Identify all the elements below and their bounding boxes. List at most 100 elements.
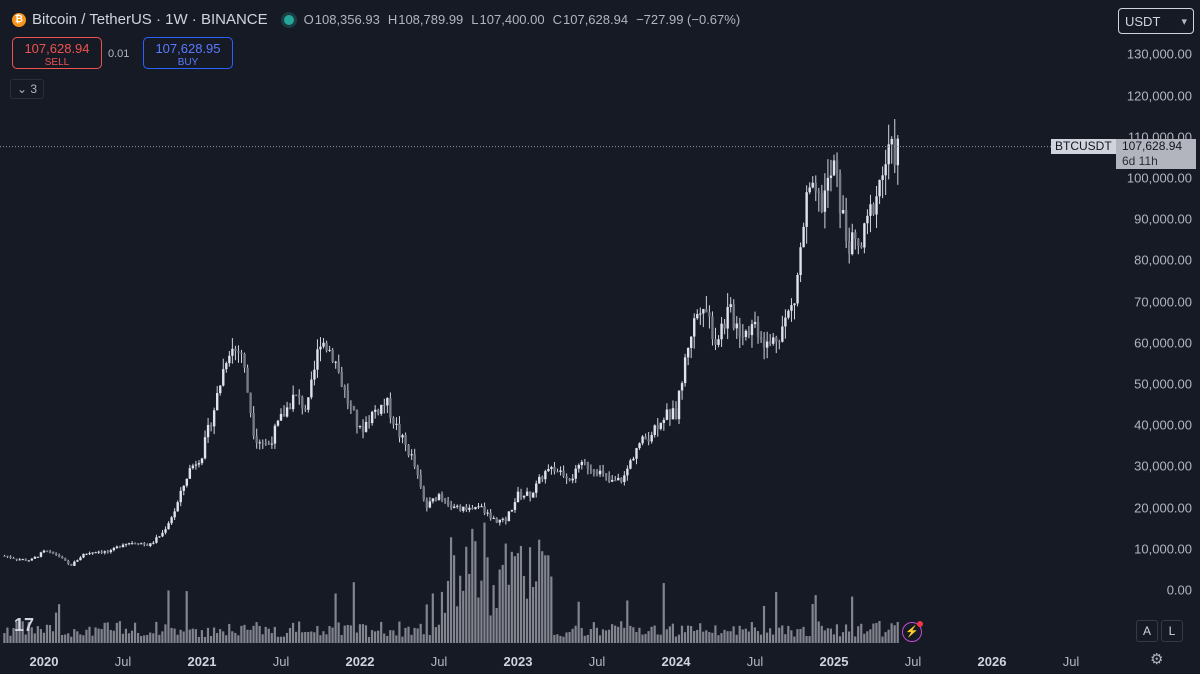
candle-body bbox=[279, 413, 283, 421]
candle-body bbox=[422, 486, 426, 500]
candle-body bbox=[206, 424, 210, 438]
volume-bar bbox=[115, 622, 118, 643]
volume-bar bbox=[301, 632, 304, 643]
candle-body bbox=[12, 557, 15, 559]
candle-body bbox=[887, 144, 890, 165]
volume-bar bbox=[212, 627, 216, 643]
volume-bar bbox=[851, 596, 854, 643]
candle-body bbox=[115, 546, 119, 549]
candle-body bbox=[188, 468, 192, 479]
candle-body bbox=[492, 518, 495, 520]
sell-button[interactable]: 107,628.94 SELL bbox=[12, 37, 102, 69]
candle-body bbox=[784, 317, 787, 327]
candle-body bbox=[617, 477, 620, 481]
candle-body bbox=[70, 563, 73, 566]
candle-body bbox=[401, 435, 404, 438]
currency-select[interactable]: USDT bbox=[1118, 8, 1194, 35]
volume-bar bbox=[790, 630, 793, 643]
candle-body bbox=[103, 551, 106, 553]
candle-body bbox=[197, 463, 201, 465]
candle-body bbox=[875, 196, 878, 215]
volume-bar bbox=[559, 635, 562, 643]
candle-body bbox=[465, 506, 468, 510]
candle-body bbox=[304, 408, 307, 410]
auto-scale-button[interactable]: A bbox=[1136, 620, 1158, 642]
candle-body bbox=[100, 551, 103, 553]
candle-body bbox=[644, 436, 647, 440]
volume-bar bbox=[492, 585, 495, 643]
candle-body bbox=[626, 468, 629, 476]
time-axis[interactable]: 2020 Jul 2021 Jul 2022 Jul 2023 Jul 2024 Jul 2025 J… bbox=[0, 644, 1110, 674]
volume-bar bbox=[808, 636, 811, 643]
buy-button[interactable]: 107,628.95 BUY bbox=[143, 37, 233, 69]
candle-body bbox=[708, 312, 711, 317]
volume-bar bbox=[607, 629, 611, 643]
volume-bar bbox=[264, 626, 267, 643]
symbol-title[interactable]: Bitcoin / TetherUS · 1W · BINANCE bbox=[32, 11, 268, 28]
volume-bar bbox=[474, 541, 477, 643]
candle-body bbox=[577, 465, 580, 469]
settings-icon[interactable]: ⚙ bbox=[1150, 651, 1164, 668]
candle-body bbox=[176, 502, 179, 512]
volume-bar bbox=[343, 625, 346, 643]
candle-body bbox=[258, 442, 261, 444]
indicators-collapse-button[interactable]: ⌄ 3 bbox=[10, 79, 44, 99]
candle-body bbox=[665, 409, 669, 420]
candle-body bbox=[741, 336, 745, 338]
price-axis[interactable]: 130,000.00 120,000.00 110,000.00 100,000.00… bbox=[1110, 44, 1200, 644]
tradingview-logo[interactable]: 17 bbox=[14, 615, 35, 635]
volume-bar bbox=[127, 633, 131, 643]
candle-body bbox=[841, 210, 845, 214]
candle-body bbox=[352, 405, 356, 410]
volume-bar bbox=[726, 631, 729, 643]
last-price: 107,628.94 bbox=[1122, 139, 1183, 153]
volume-bar bbox=[525, 598, 529, 643]
volume-bar bbox=[513, 556, 516, 643]
candle-body bbox=[61, 556, 64, 559]
log-scale-button[interactable]: L bbox=[1161, 620, 1183, 642]
volume-bar bbox=[835, 624, 839, 643]
ohlc-open: 108,356.93 bbox=[314, 12, 380, 27]
volume-bar bbox=[143, 635, 146, 643]
volume-bar bbox=[386, 635, 389, 643]
candle-body bbox=[677, 390, 681, 420]
price-tick-label: 70,000.00 bbox=[1134, 294, 1192, 310]
candle-body bbox=[744, 330, 748, 338]
candle-body bbox=[629, 460, 632, 469]
price-tick-label: 60,000.00 bbox=[1134, 335, 1192, 351]
candle-body bbox=[234, 348, 237, 351]
volume-bar bbox=[653, 625, 656, 643]
volume-bar bbox=[94, 627, 97, 643]
candle-body bbox=[367, 421, 371, 424]
volume-bar bbox=[881, 636, 884, 643]
candle-body bbox=[431, 498, 435, 502]
volume-bar bbox=[768, 628, 772, 643]
price-chart[interactable] bbox=[0, 0, 1110, 644]
candle-body bbox=[410, 454, 413, 456]
candle-body bbox=[173, 511, 176, 518]
market-open-icon bbox=[283, 14, 294, 25]
volume-bar bbox=[76, 631, 79, 643]
volume-bar bbox=[723, 629, 726, 643]
symbol-title-row[interactable]: ₿ Bitcoin / TetherUS · 1W · BINANCE O108… bbox=[12, 11, 740, 28]
candle-body bbox=[680, 383, 684, 391]
volume-bar bbox=[200, 630, 203, 643]
candle-body bbox=[869, 204, 872, 216]
volume-bar bbox=[759, 634, 763, 643]
candle-body bbox=[844, 210, 848, 242]
candle-body bbox=[459, 505, 462, 511]
volume-bar bbox=[352, 582, 355, 643]
candle-body bbox=[607, 476, 611, 482]
candle-body bbox=[668, 409, 672, 420]
volume-bar bbox=[407, 626, 410, 643]
volume-bar bbox=[778, 627, 781, 643]
candle-body bbox=[738, 323, 742, 337]
volume-bar bbox=[118, 621, 121, 643]
volume-bar bbox=[717, 635, 720, 643]
volume-bar bbox=[702, 631, 705, 643]
lightning-icon[interactable]: ⚡ bbox=[902, 621, 923, 642]
volume-bar bbox=[364, 625, 368, 643]
volume-bar bbox=[522, 576, 526, 643]
volume-bar bbox=[97, 628, 100, 643]
candle-body bbox=[310, 379, 313, 398]
